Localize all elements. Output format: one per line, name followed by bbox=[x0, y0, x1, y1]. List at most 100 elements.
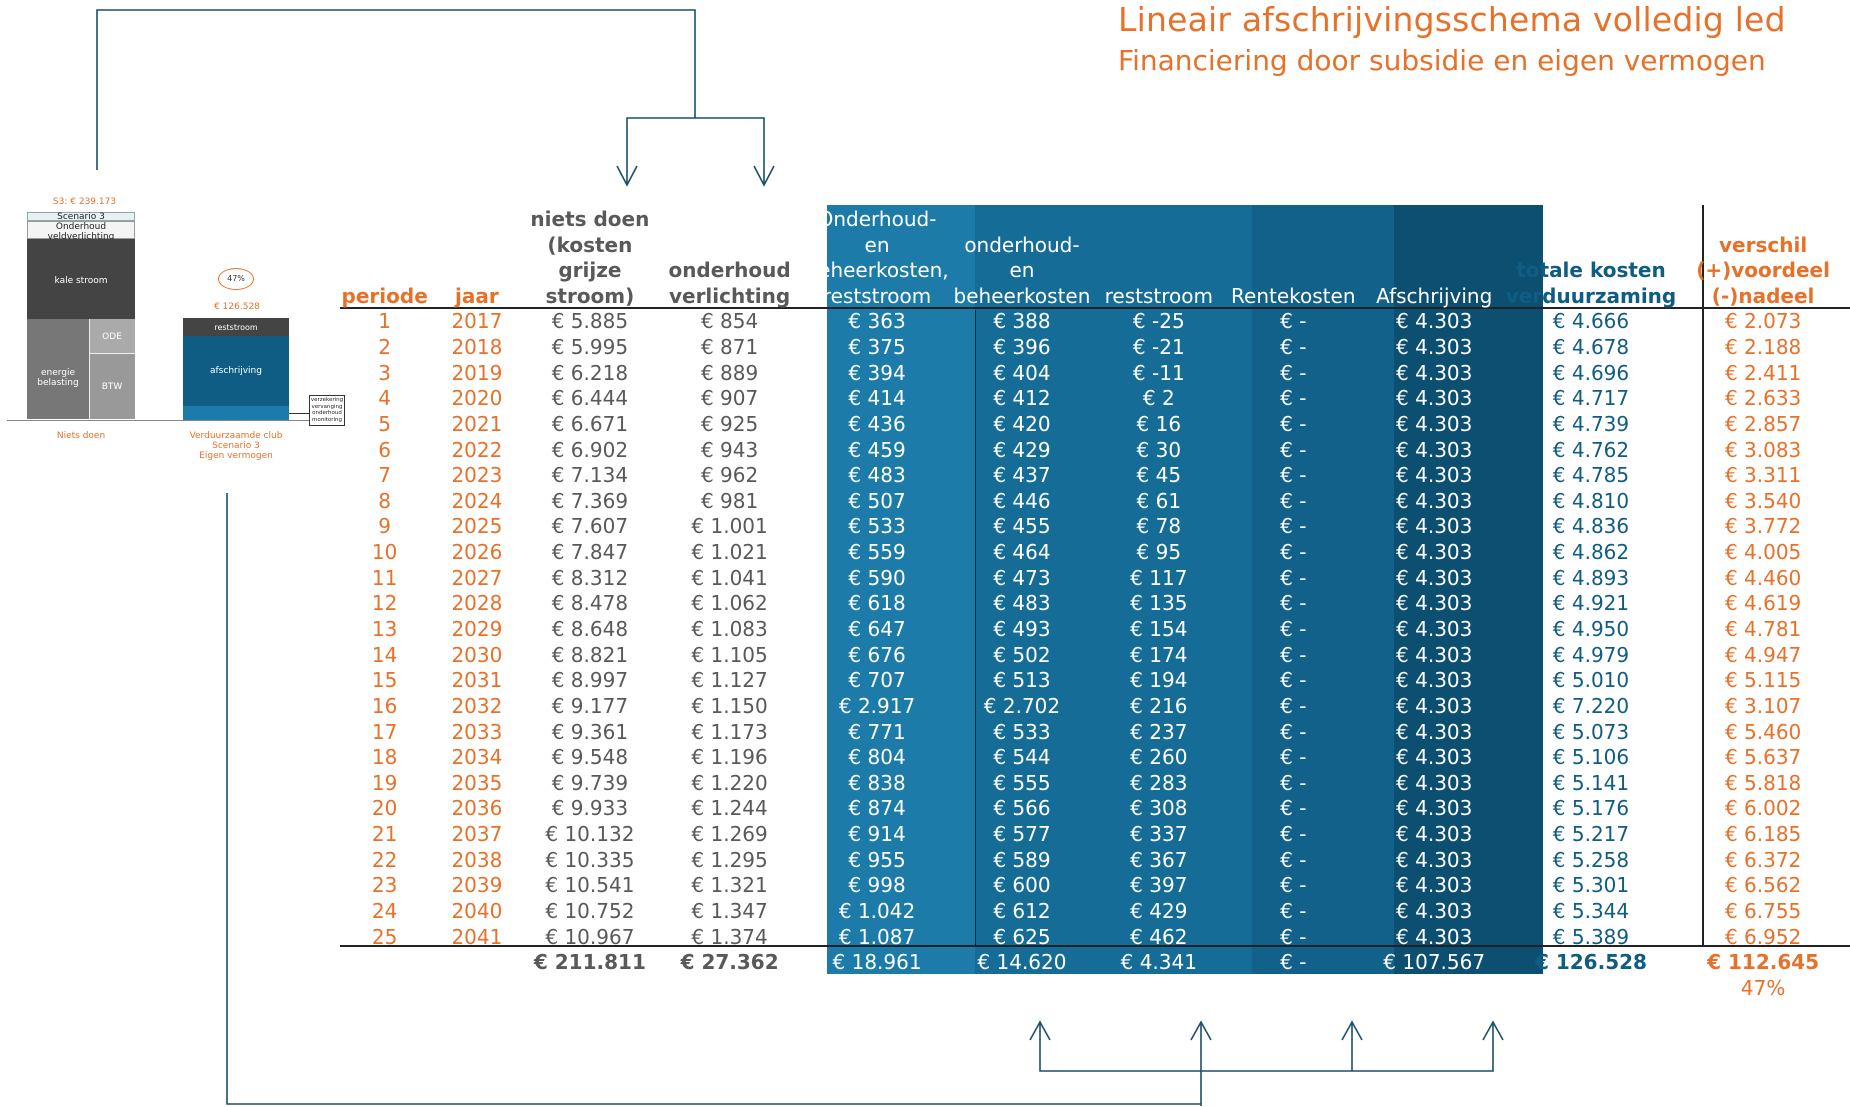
cell-jaar: 2029 bbox=[451, 617, 503, 641]
total-onderhoud-beheer: € 14.620 bbox=[977, 950, 1067, 975]
cell-afschrijving: € 4.303 bbox=[1396, 847, 1473, 872]
cell-onderhoud-beheer-reststroom: € 363 bbox=[848, 309, 906, 334]
cell-onderhoud-verlichting: € 1.321 bbox=[691, 873, 768, 898]
cell-reststroom: € 462 bbox=[1130, 924, 1188, 949]
cell-onderhoud-beheer: € 493 bbox=[993, 617, 1051, 641]
totals-row: € 211.811 € 27.362 € 18.961 € 14.620 € 4… bbox=[340, 950, 1850, 976]
cell-totale-kosten: € 5.176 bbox=[1552, 796, 1630, 821]
table-row: 17 2033 € 9.361 € 1.173 € 771 € 533 € 237 € - € … bbox=[340, 719, 1850, 745]
cell-reststroom: € 216 bbox=[1130, 693, 1188, 718]
cell-niets-doen: € 9.548 bbox=[551, 745, 629, 770]
cell-niets-doen: € 6.902 bbox=[551, 437, 629, 462]
cell-niets-doen: € 8.478 bbox=[551, 591, 629, 616]
cell-rentekosten: € - bbox=[1280, 540, 1307, 565]
cell-totale-kosten: € 4.762 bbox=[1552, 437, 1630, 462]
cell-rentekosten: € - bbox=[1280, 488, 1307, 513]
mini-scenario-label: Scenario 3 bbox=[57, 212, 105, 222]
cell-onderhoud-verlichting: € 981 bbox=[700, 488, 759, 513]
cell-rentekosten: € - bbox=[1280, 873, 1307, 898]
mini-energie-block bbox=[27, 319, 89, 419]
cell-onderhoud-beheer: € 589 bbox=[993, 847, 1051, 872]
mini-ode-label: ODE bbox=[102, 332, 122, 342]
cell-onderhoud-beheer-reststroom: € 375 bbox=[848, 334, 906, 359]
cell-rentekosten: € - bbox=[1280, 668, 1307, 693]
cell-onderhoud-beheer-reststroom: € 676 bbox=[848, 642, 906, 667]
cell-onderhoud-beheer-reststroom: € 914 bbox=[848, 822, 906, 847]
cell-rentekosten: € - bbox=[1280, 411, 1307, 436]
total-rentekosten: € - bbox=[1280, 950, 1307, 975]
cell-reststroom: € 117 bbox=[1130, 565, 1188, 590]
cell-totale-kosten: € 4.950 bbox=[1552, 617, 1630, 641]
cell-verschil: € 4.619 bbox=[1724, 591, 1802, 616]
mini-legend-2: vervanging bbox=[311, 403, 343, 410]
cell-rentekosten: € - bbox=[1280, 360, 1307, 385]
cell-onderhoud-beheer: € 429 bbox=[993, 437, 1051, 462]
cell-onderhoud-beheer: € 577 bbox=[993, 822, 1051, 847]
cell-niets-doen: € 7.847 bbox=[551, 540, 629, 565]
cell-verschil: € 5.818 bbox=[1724, 770, 1802, 795]
cell-reststroom: € 45 bbox=[1136, 463, 1182, 488]
cell-onderhoud-verlichting: € 1.196 bbox=[691, 745, 768, 770]
cell-niets-doen: € 9.933 bbox=[551, 796, 629, 821]
cell-reststroom: € 174 bbox=[1130, 642, 1188, 667]
cell-onderhoud-beheer: € 513 bbox=[993, 668, 1051, 693]
cell-onderhoud-verlichting: € 871 bbox=[700, 334, 759, 359]
cell-onderhoud-beheer-reststroom: € 707 bbox=[848, 668, 906, 693]
table-row: 25 2041 € 10.967 € 1.374 € 1.087 € 625 € 462 € … bbox=[340, 924, 1850, 950]
total-totale-kosten: € 126.528 bbox=[1534, 950, 1647, 975]
table-row: 15 2031 € 8.997 € 1.127 € 707 € 513 € 194 € - € … bbox=[340, 668, 1850, 694]
cell-verschil: € 4.005 bbox=[1724, 540, 1802, 565]
cell-periode: 9 bbox=[378, 514, 392, 539]
total-afschrijving: € 107.567 bbox=[1383, 950, 1486, 975]
cell-periode: 1 bbox=[378, 309, 392, 334]
cell-rentekosten: € - bbox=[1280, 463, 1307, 488]
cell-afschrijving: € 4.303 bbox=[1396, 309, 1473, 334]
cell-reststroom: € 135 bbox=[1130, 591, 1188, 616]
cell-niets-doen: € 8.648 bbox=[551, 617, 629, 641]
cell-niets-doen: € 8.821 bbox=[551, 642, 629, 667]
cell-verschil: € 5.115 bbox=[1724, 668, 1802, 693]
cell-periode: 11 bbox=[371, 565, 398, 590]
mini-legend-3: onderhoud bbox=[312, 410, 342, 416]
cell-reststroom: € 237 bbox=[1130, 719, 1188, 744]
cell-rentekosten: € - bbox=[1280, 847, 1307, 872]
cell-periode: 17 bbox=[371, 719, 398, 744]
cell-onderhoud-beheer-reststroom: € 436 bbox=[848, 411, 906, 436]
total-verschil: € 112.645 bbox=[1707, 950, 1820, 975]
cell-niets-doen: € 7.134 bbox=[551, 463, 629, 488]
cell-afschrijving: € 4.303 bbox=[1396, 334, 1473, 359]
header-onderhoud-verlichting: onderhoud verlichting bbox=[668, 258, 791, 308]
cell-rentekosten: € - bbox=[1280, 514, 1307, 539]
cell-verschil: € 4.781 bbox=[1724, 617, 1802, 641]
table-row: 21 2037 € 10.132 € 1.269 € 914 € 577 € 337 € - €… bbox=[340, 822, 1850, 848]
mini-caption-eigen-vermogen: Eigen vermogen bbox=[199, 451, 273, 461]
cell-afschrijving: € 4.303 bbox=[1396, 642, 1473, 667]
cell-jaar: 2036 bbox=[451, 796, 503, 821]
cell-onderhoud-beheer-reststroom: € 618 bbox=[848, 591, 906, 616]
header-row: periode jaar niets doen (kosten grijze s… bbox=[340, 205, 1850, 309]
cell-onderhoud-verlichting: € 1.295 bbox=[691, 847, 768, 872]
cell-onderhoud-verlichting: € 1.150 bbox=[691, 693, 768, 718]
cell-jaar: 2041 bbox=[451, 924, 503, 949]
cell-onderhoud-beheer: € 404 bbox=[993, 360, 1051, 385]
cell-reststroom: € 30 bbox=[1136, 437, 1182, 462]
mini-energie-label: energie belasting bbox=[37, 368, 79, 388]
cell-jaar: 2032 bbox=[451, 693, 503, 718]
cell-totale-kosten: € 5.106 bbox=[1552, 745, 1630, 770]
cell-totale-kosten: € 4.979 bbox=[1552, 642, 1630, 667]
table-row: 3 2019 € 6.218 € 889 € 394 € 404 € -11 € - € 4.3… bbox=[340, 360, 1850, 386]
cell-verschil: € 6.372 bbox=[1724, 847, 1802, 872]
cell-totale-kosten: € 5.258 bbox=[1552, 847, 1630, 872]
cell-totale-kosten: € 4.921 bbox=[1552, 591, 1630, 616]
table-row: 14 2030 € 8.821 € 1.105 € 676 € 502 € 174 € - € … bbox=[340, 642, 1850, 668]
cell-jaar: 2037 bbox=[451, 822, 503, 847]
table-row: 22 2038 € 10.335 € 1.295 € 955 € 589 € 367 € - €… bbox=[340, 847, 1850, 873]
cell-verschil: € 6.002 bbox=[1724, 796, 1802, 821]
cell-periode: 8 bbox=[378, 488, 392, 513]
cell-totale-kosten: € 4.893 bbox=[1552, 565, 1630, 590]
cell-rentekosten: € - bbox=[1280, 437, 1307, 462]
cell-afschrijving: € 4.303 bbox=[1396, 488, 1473, 513]
table-row: 8 2024 € 7.369 € 981 € 507 € 446 € 61 € - € 4.30… bbox=[340, 488, 1850, 514]
cell-periode: 5 bbox=[378, 411, 392, 436]
cell-niets-doen: € 10.967 bbox=[545, 924, 635, 949]
